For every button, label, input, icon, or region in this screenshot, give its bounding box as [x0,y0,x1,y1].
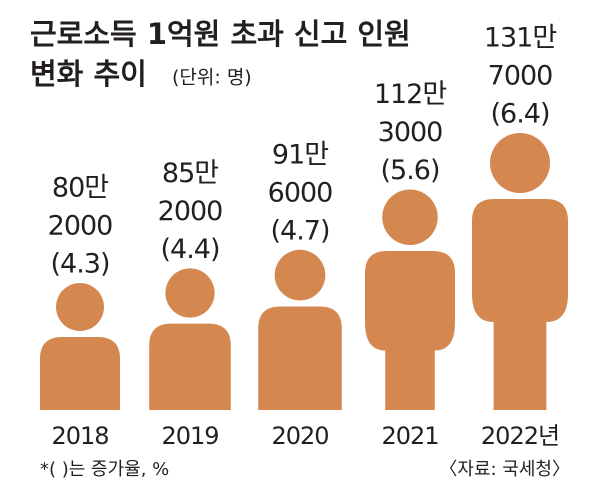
value-label: 6000 [268,177,333,208]
value-label: 2000 [48,211,113,242]
figure-body [365,250,455,410]
value-label: 91만 [272,139,328,170]
growth-label: (4.4) [160,234,219,265]
x-tick-label: 2021 [381,422,438,450]
figure-body [149,323,231,410]
value-label: 2000 [158,196,223,227]
figure-head [165,268,215,318]
chart-title: 근로소득 1억원 초과 신고 인원 [30,17,411,51]
x-tick-label: 2019 [161,422,218,450]
source: 〈자료: 국세청〉 [439,459,570,480]
figure-head [382,189,438,245]
figure-head [490,133,550,193]
value-label: 85만 [162,158,218,189]
growth-label: (4.7) [270,215,329,246]
x-tick-label: 2020 [271,422,328,450]
unit-label: (단위: 명) [172,67,252,89]
x-tick-label: 2018 [51,422,108,450]
figure-body [258,306,342,410]
footnote: *( )는 증가율, % [40,459,169,480]
value-label: 131만 [484,23,557,54]
figure-head [274,249,326,301]
value-label: 7000 [488,61,553,92]
figure-body [40,337,120,410]
figure-body [472,199,568,410]
growth-label: (4.3) [50,249,109,280]
value-label: 112만 [374,79,447,110]
value-label: 3000 [378,117,443,148]
growth-label: (6.4) [490,99,549,130]
figure-head [56,283,104,331]
x-tick-label: 2022년 [481,422,559,450]
chart-subtitle: 변화 추이 [30,57,147,91]
value-label: 80만 [52,173,108,204]
growth-label: (5.6) [380,155,439,186]
